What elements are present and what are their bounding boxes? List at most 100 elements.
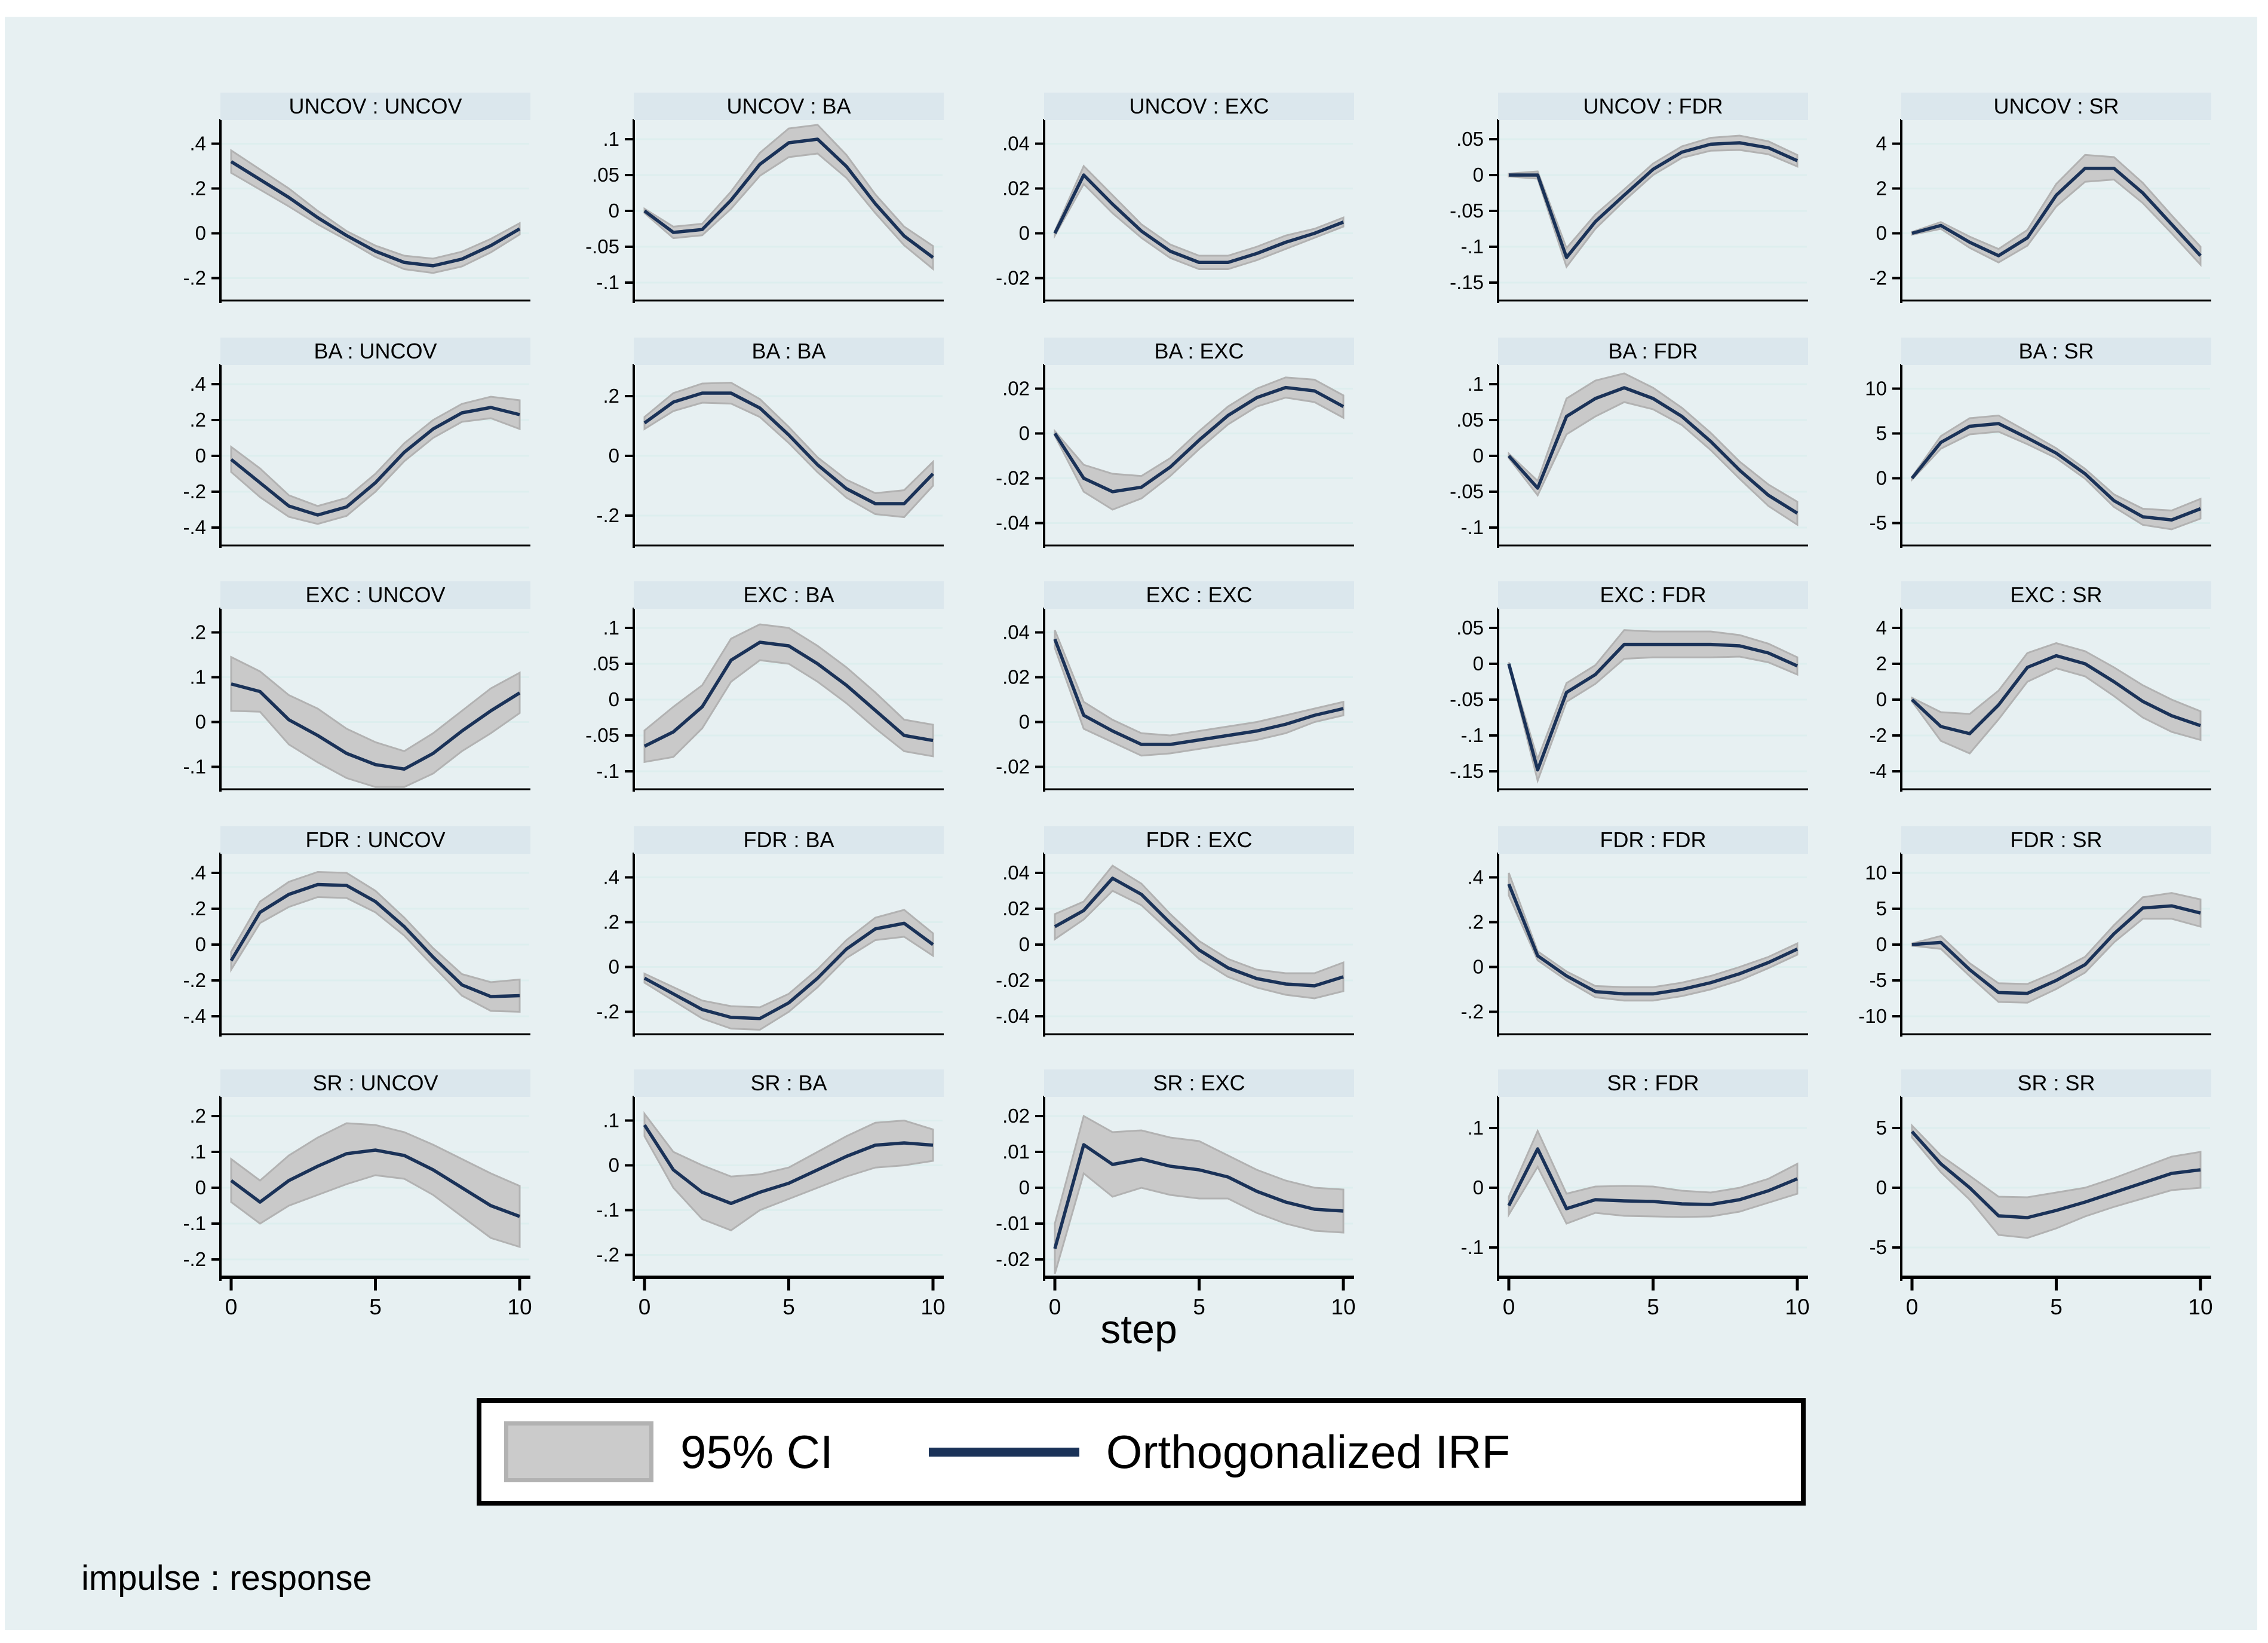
panel-title-band: [1044, 1069, 1354, 1097]
legend-irf-label: Orthogonalized IRF: [1106, 1425, 1511, 1478]
irf-panel-uncov-exc: .04 .02 0 -.02 UNCOV : EXC: [996, 93, 1354, 303]
panel-title-band: [1901, 1069, 2211, 1097]
y-tick-label: .1: [1467, 373, 1484, 395]
irf-line: [1507, 386, 1799, 515]
panel-title-band: [1044, 581, 1354, 609]
y-tick-label: -.2: [183, 969, 206, 991]
y-tick-label: .2: [189, 177, 206, 199]
y-tick-label: .4: [189, 373, 206, 395]
panel-title: SR : FDR: [1607, 1071, 1699, 1095]
y-tick-label: 5: [1876, 897, 1887, 919]
y-tick-label: 0: [609, 955, 619, 977]
y-tick-label: .02: [1002, 1105, 1030, 1127]
y-tick-label: .05: [1456, 617, 1484, 639]
ci-band: [1054, 1114, 1345, 1274]
irf-line: [230, 160, 521, 268]
irf-line: [1507, 1147, 1799, 1210]
ci-band: [1054, 865, 1345, 1000]
y-tick-label: 2: [1876, 177, 1887, 199]
ci-band: [230, 148, 521, 274]
x-tick-label: 0: [1503, 1295, 1515, 1317]
y-tick-label: 0: [1473, 1176, 1484, 1198]
irf-panel-exc-exc: .04 .02 0 -.02 EXC : EXC: [996, 581, 1354, 792]
y-tick-label: .4: [1467, 866, 1484, 888]
panel-title: FDR : FDR: [1600, 827, 1707, 852]
impulse-response-note: impulse : response: [81, 1559, 372, 1598]
irf-line-icon: [928, 1447, 1079, 1457]
y-tick-label: 4: [1876, 132, 1887, 154]
panel-title-band: [1901, 338, 2211, 365]
y-tick-label: 2: [1876, 652, 1887, 675]
irf-line: [1911, 904, 2201, 995]
irf-panel-sr-sr: 5 0 -5 0 5 10 SR : SR: [1870, 1069, 2213, 1317]
irf-line: [1910, 1130, 2201, 1219]
panel-title-band: [1901, 826, 2211, 854]
y-tick-label: -.01: [996, 1212, 1030, 1234]
panel-title: UNCOV : UNCOV: [289, 94, 462, 118]
irf-line: [1507, 642, 1799, 772]
panel-title-band: [1044, 826, 1354, 854]
irf-panel-exc-ba: .1 .05 0 -.05 -.1 EXC : BA: [585, 581, 944, 792]
irf-panel-ba-sr: 10 5 0 -5 BA : SR: [1865, 338, 2211, 548]
y-tick-label: .2: [603, 385, 619, 407]
irf-panel-sr-uncov: .2 .1 0 -.1 -.2 0 5 10 SR : UNCOV: [183, 1069, 532, 1317]
y-tick-label: 0: [1876, 933, 1887, 955]
ci-band: [1911, 414, 2202, 531]
panel-title-band: [220, 826, 530, 854]
ci-band: [1911, 1123, 2202, 1239]
irf-panel-fdr-fdr: .4 .2 0 -.2 FDR : FDR: [1460, 826, 1808, 1037]
y-tick-label: 0: [1019, 1176, 1030, 1198]
panel-title-band: [1498, 93, 1808, 120]
y-tick-label: 0: [1473, 164, 1484, 186]
legend-ci-label: 95% CI: [680, 1425, 833, 1478]
y-tick-label: -5: [1870, 969, 1887, 991]
ci-band: [643, 381, 934, 519]
irf-panel-fdr-uncov: .4 .2 0 -.2 -.4 FDR : UNCOV: [183, 826, 530, 1037]
x-tick-label: 10: [2188, 1295, 2212, 1317]
y-tick-label: 0: [1473, 652, 1484, 675]
panel-title: EXC : UNCOV: [305, 583, 445, 607]
y-tick-label: -.2: [183, 1248, 206, 1270]
x-tick-label: 5: [1193, 1295, 1205, 1317]
y-tick-label: .04: [1002, 132, 1030, 154]
y-tick-label: 10: [1865, 377, 1887, 399]
x-tick-label: 5: [2050, 1295, 2063, 1317]
ci-band: [1054, 164, 1345, 270]
y-tick-label: -.05: [1450, 688, 1484, 710]
y-tick-label: 0: [1876, 467, 1887, 489]
panel-title: BA : EXC: [1154, 339, 1244, 363]
y-tick-label: -.04: [996, 1005, 1030, 1027]
panel-title: BA : BA: [751, 339, 825, 363]
panel-title: EXC : BA: [743, 583, 834, 607]
irf-line: [1053, 1143, 1344, 1249]
ci-band: [1911, 642, 2202, 755]
panel-title-band: [634, 338, 944, 365]
panel-title-band: [1498, 826, 1808, 854]
panel-title: SR : SR: [2017, 1071, 2095, 1095]
y-tick-label: -.4: [183, 1005, 206, 1027]
y-tick-label: 0: [1876, 222, 1887, 244]
y-tick-label: 10: [1865, 862, 1887, 884]
y-tick-label: 0: [1019, 422, 1030, 444]
y-tick-label: .1: [603, 617, 619, 639]
y-tick-label: .02: [1002, 177, 1030, 199]
irf-panel-uncov-sr: 4 2 0 -2 UNCOV : SR: [1870, 93, 2211, 303]
y-tick-label: -2: [1870, 724, 1887, 746]
y-tick-label: -.1: [596, 760, 619, 782]
panel-title-band: [634, 1069, 944, 1097]
y-tick-label: -.05: [585, 724, 619, 746]
y-tick-label: -.1: [596, 1198, 619, 1221]
panel-title-band: [1498, 338, 1808, 365]
y-tick-label: .02: [1002, 377, 1030, 399]
y-tick-label: -.05: [1450, 200, 1484, 222]
irf-line: [643, 391, 934, 505]
y-tick-label: 0: [195, 1176, 206, 1198]
y-tick-label: -.2: [596, 1243, 619, 1265]
graph-canvas: .4 .2 0 -.2 UNCOV : UNCOV .1 .05 0 -.05 -.1 UNCOV …: [5, 17, 2257, 1630]
y-tick-label: .2: [189, 897, 206, 919]
ci-band: [1054, 376, 1345, 511]
irf-line: [643, 137, 934, 259]
ci-band: [230, 655, 521, 788]
y-tick-label: 0: [609, 200, 619, 222]
y-tick-label: 0: [609, 445, 619, 467]
